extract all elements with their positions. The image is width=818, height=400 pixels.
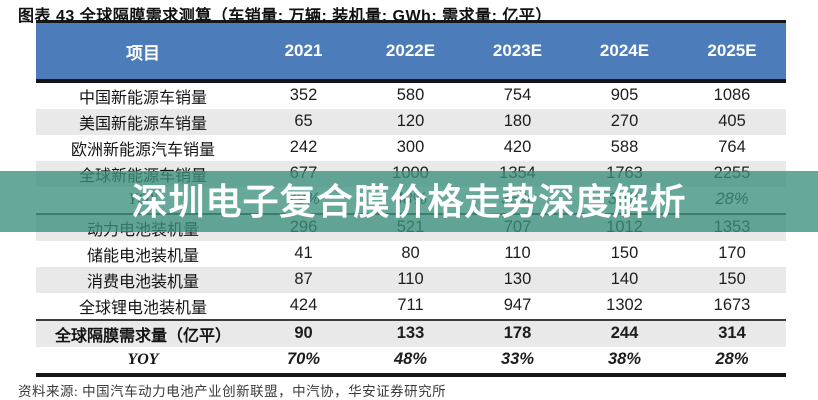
column-header-year: 2021	[284, 41, 323, 60]
cell-value: 28%	[715, 350, 749, 368]
cell-value: 90	[294, 324, 313, 342]
table-row: YOY 70% 48% 33% 38% 28%	[36, 347, 786, 373]
cell-value: 33%	[500, 350, 535, 368]
cell-value: 764	[718, 138, 746, 156]
cell-value: 70%	[286, 350, 321, 368]
row-label: 中国新能源车销量	[78, 89, 207, 107]
cell-value: 242	[289, 138, 318, 156]
cell-value: 178	[503, 324, 532, 342]
cell-value: 314	[718, 324, 746, 342]
table-body: 中国新能源车销量 352 580 754 905 1086 美国新能源车销量 65 120 180…	[36, 83, 786, 373]
cell-value: 947	[503, 296, 532, 314]
watermark-banner: 深圳电子复合膜价格走势深度解析	[0, 171, 818, 232]
row-label: 全球锂电池装机量	[78, 299, 207, 317]
table-row: 中国新能源车销量 352 580 754 905 1086	[36, 83, 786, 109]
cell-value: 65	[294, 112, 313, 130]
cell-value: 150	[610, 244, 639, 262]
cell-value: 120	[396, 112, 425, 130]
cell-value: 905	[610, 86, 639, 104]
cell-value: 420	[503, 138, 532, 156]
cell-value: 130	[503, 270, 532, 288]
column-header-year: 2023E	[492, 41, 543, 60]
table-row: 欧洲新能源汽车销量 242 300 420 588 764	[36, 135, 786, 161]
cell-value: 150	[718, 270, 746, 288]
cell-value: 580	[396, 86, 425, 104]
cell-value: 110	[397, 270, 424, 288]
table-top-rule	[36, 20, 786, 23]
row-label: 全球隔膜需求量（亿平）	[54, 327, 231, 345]
table-header-row: 项目 2021 2022E 2023E 2024E 2025E	[36, 23, 786, 79]
table-header-rule	[36, 79, 786, 83]
table-row: 全球隔膜需求量（亿平） 90 133 178 244 314	[36, 320, 786, 347]
cell-value: 87	[294, 270, 313, 288]
cell-value: 300	[396, 138, 425, 156]
cell-value: 38%	[607, 350, 642, 368]
cell-value: 244	[610, 324, 639, 342]
column-header-year: 2022E	[385, 41, 436, 60]
cell-value: 41	[294, 244, 313, 262]
cell-value: 352	[289, 86, 318, 104]
column-header-year: 2025E	[707, 41, 757, 60]
table-row: 消费电池装机量 87 110 130 140 150	[36, 266, 786, 293]
cell-value: 133	[396, 324, 425, 342]
cell-value: 48%	[393, 350, 428, 368]
cell-value: 754	[503, 86, 532, 104]
cell-value: 140	[610, 270, 639, 288]
table-bottom-rule	[36, 372, 786, 377]
cell-value: 588	[610, 138, 639, 156]
cell-value: 1086	[713, 86, 751, 104]
row-label: 消费电池装机量	[86, 273, 199, 291]
cell-value: 1302	[606, 296, 643, 314]
cell-value: 170	[718, 244, 746, 262]
row-label: 美国新能源车销量	[78, 115, 207, 133]
cell-value: 1673	[713, 296, 751, 314]
row-label: YOY	[127, 350, 159, 368]
cell-value: 80	[401, 244, 420, 262]
source-note: 资料来源: 中国汽车动力电池产业创新联盟，中汽协，华安证券研究所	[18, 384, 447, 399]
cell-value: 270	[610, 112, 639, 130]
cell-value: 180	[503, 112, 532, 130]
row-label: 欧洲新能源汽车销量	[70, 141, 215, 159]
watermark-text: 深圳电子复合膜价格走势深度解析	[131, 180, 687, 222]
row-label: 储能电池装机量	[86, 247, 199, 265]
column-header-project: 项目	[126, 43, 160, 63]
column-header-year: 2024E	[599, 41, 650, 60]
demand-forecast-table: 项目 2021 2022E 2023E 2024E 2025E 中国新能源车销量 352 58…	[36, 20, 786, 377]
table-row: 美国新能源车销量 65 120 180 270 405	[36, 108, 786, 135]
cell-value: 711	[397, 296, 424, 314]
cell-value: 405	[718, 112, 746, 130]
cell-value: 424	[289, 296, 318, 314]
table-row: 储能电池装机量 41 80 110 150 170	[36, 241, 786, 267]
cell-value: 110	[504, 244, 531, 262]
table-row: 全球锂电池装机量 424 711 947 1302 1673	[36, 293, 786, 321]
